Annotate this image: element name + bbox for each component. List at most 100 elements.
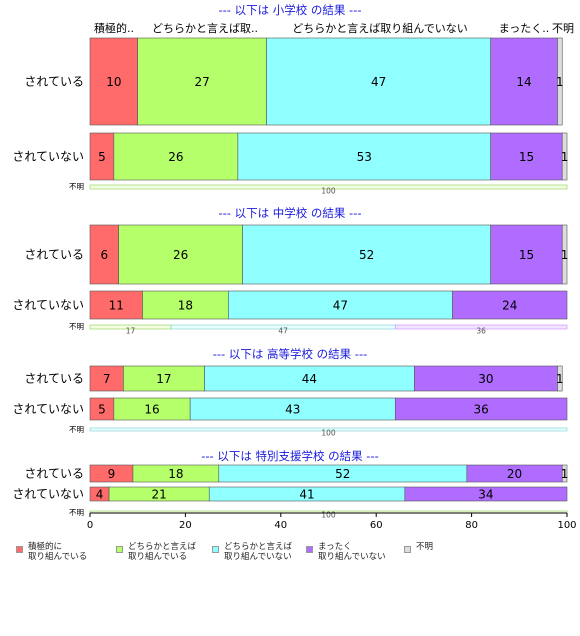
- bar-segment: [561, 224, 568, 285]
- data-label: 16: [144, 403, 159, 417]
- chart-legend: 積極的に 取り組んでいる どちらかと言えば 取り組んでいる どちらかと言えば 取…: [16, 538, 576, 578]
- bar-segment: [394, 324, 568, 330]
- bar-segment: [142, 290, 229, 320]
- row-label: 不明: [69, 322, 84, 331]
- data-label: 6: [100, 248, 108, 262]
- panel-title-2: --- 以下は 中学校 の結果 ---: [218, 206, 361, 220]
- row-label: されていない: [12, 402, 84, 416]
- bar-segment: [89, 224, 119, 285]
- data-label: 18: [168, 467, 183, 481]
- data-label: 11: [109, 299, 124, 313]
- data-label: 24: [502, 299, 517, 313]
- data-label: 100: [321, 511, 336, 520]
- data-label: 34: [478, 488, 493, 502]
- data-label: 7: [103, 372, 111, 386]
- data-label: 53: [357, 150, 372, 164]
- data-label: 52: [335, 467, 350, 481]
- x-tick-label: 100: [557, 520, 576, 531]
- row-label: されていない: [12, 298, 84, 312]
- data-label: 100: [321, 187, 336, 196]
- data-label: 4: [96, 488, 104, 502]
- bar-segment: [561, 132, 568, 181]
- x-tick-label: 20: [179, 520, 192, 531]
- data-label: 47: [333, 299, 348, 313]
- bar-segment: [89, 37, 139, 126]
- data-label: 43: [285, 403, 300, 417]
- legend-swatch-4: [306, 546, 313, 553]
- data-label: 44: [302, 372, 317, 386]
- data-label: 21: [152, 488, 167, 502]
- bar-segment: [118, 224, 243, 285]
- bar-segment: [561, 464, 568, 483]
- data-label: 36: [476, 327, 486, 336]
- header-label-2: どちらかと言えば取..: [152, 22, 258, 35]
- bar-segment: [228, 290, 453, 320]
- data-label: 14: [516, 75, 531, 89]
- panel-title-1: --- 以下は 小学校 の結果 ---: [218, 3, 361, 17]
- legend-item-2: どちらかと言えば 取り組んでいる: [116, 538, 196, 562]
- panel-title-4: --- 以下は 特別支援学校 の結果 ---: [201, 449, 379, 463]
- header-label-1: 積極的..: [94, 21, 134, 35]
- row-label: されている: [24, 372, 84, 386]
- data-label: 41: [299, 488, 314, 502]
- header-label-4: まったく..: [499, 22, 550, 35]
- legend-swatch-2: [116, 546, 123, 553]
- row-label: されている: [24, 248, 84, 262]
- data-label: 52: [359, 248, 374, 262]
- data-label: 27: [194, 75, 209, 89]
- data-label: 10: [106, 75, 121, 89]
- legend-item-1: 積極的に 取り組んでいる: [16, 538, 87, 562]
- bar-segment: [452, 290, 568, 320]
- data-label: 100: [321, 429, 336, 438]
- legend-item-3: どちらかと言えば 取り組んでいない: [212, 538, 292, 562]
- data-label: 9: [108, 467, 116, 481]
- row-label: 不明: [69, 425, 84, 434]
- bar-segment: [266, 37, 491, 126]
- bar-segment: [490, 132, 563, 181]
- data-label: 1: [556, 372, 564, 386]
- bar-segment: [404, 486, 568, 502]
- bar-segment: [123, 365, 205, 392]
- data-label: 1: [561, 248, 569, 262]
- data-label: 1: [561, 467, 569, 481]
- data-label: 5: [98, 150, 106, 164]
- legend-label-3: どちらかと言えば 取り組んでいない: [224, 542, 293, 562]
- row-label: されていない: [12, 487, 84, 501]
- legend-label-2: どちらかと言えば 取り組んでいる: [128, 542, 197, 562]
- row-label: されている: [24, 75, 84, 89]
- bar-segment: [557, 37, 563, 126]
- data-label: 47: [278, 327, 288, 336]
- panel-title-3: --- 以下は 高等学校 の結果 ---: [213, 347, 368, 361]
- row-label: 不明: [69, 182, 84, 191]
- row-label: されている: [24, 467, 84, 481]
- data-label: 1: [556, 75, 564, 89]
- legend-item-5: 不明: [404, 538, 433, 553]
- data-label: 26: [173, 248, 188, 262]
- bar-segment: [89, 427, 568, 432]
- x-tick-label: 0: [87, 520, 93, 531]
- row-label: されていない: [12, 150, 84, 164]
- bar-segment: [89, 365, 124, 392]
- header-label-3: どちらかと言えば取り組んでいない: [292, 22, 467, 35]
- data-label: 17: [126, 327, 136, 336]
- legend-swatch-5: [404, 546, 411, 553]
- bar-segment: [490, 37, 558, 126]
- x-tick-label: 60: [370, 520, 383, 531]
- data-label: 36: [473, 403, 488, 417]
- bar-segment: [557, 365, 563, 392]
- data-label: 20: [507, 467, 522, 481]
- data-label: 17: [156, 372, 171, 386]
- bar-segment: [89, 184, 568, 190]
- data-label: 5: [98, 403, 106, 417]
- bar-segment: [113, 132, 239, 181]
- data-label: 15: [519, 248, 534, 262]
- data-label: 1: [561, 150, 569, 164]
- header-label-5: 不明: [552, 22, 574, 35]
- bar-segment: [242, 224, 491, 285]
- x-tick-label: 40: [274, 520, 287, 531]
- legend-item-4: まったく 取り組んでいない: [306, 538, 386, 562]
- legend-label-1: 積極的に 取り組んでいる: [28, 542, 88, 562]
- bar-segment: [394, 397, 568, 421]
- row-label: 不明: [69, 508, 84, 517]
